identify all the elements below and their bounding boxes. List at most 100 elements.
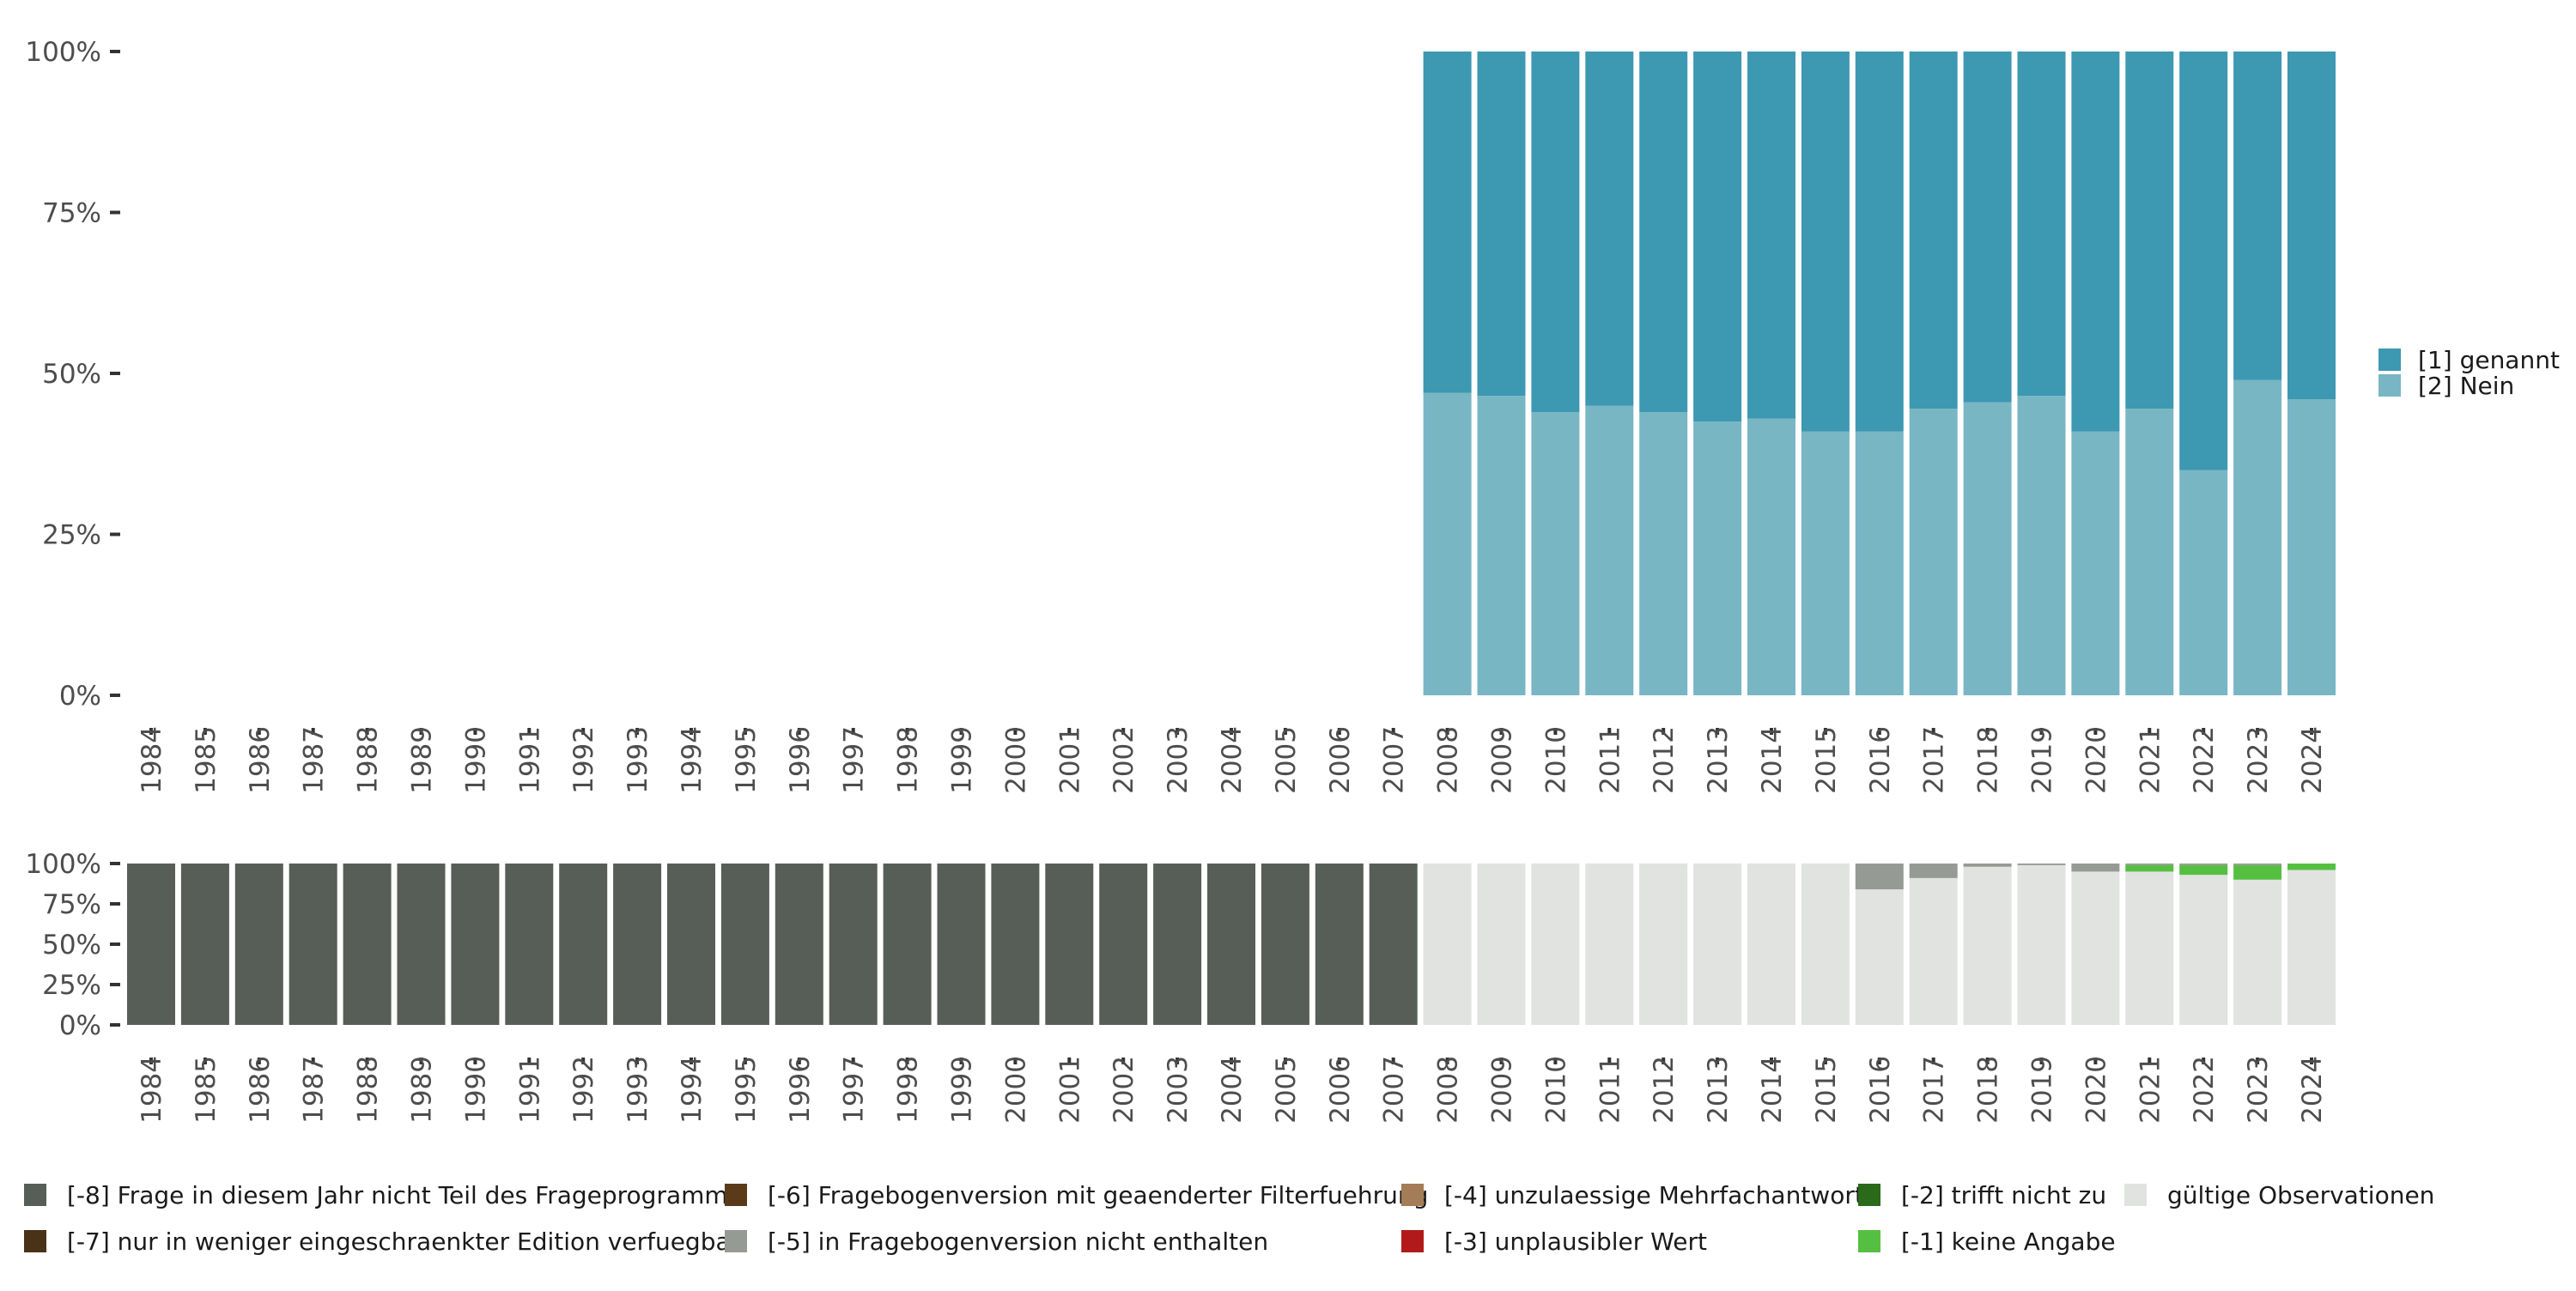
x-tick-label: 2005 [1271, 726, 1302, 794]
x-tick-label: 1988 [353, 1056, 384, 1124]
bar-segment [1153, 864, 1202, 1025]
x-tick-label: 2001 [1054, 726, 1085, 794]
legend-label: [-1] keine Angabe [1901, 1227, 2116, 1256]
bar-segment [1747, 864, 1795, 1025]
y-tick-label: 75% [42, 889, 101, 920]
legend-label: [2] Nein [2418, 372, 2514, 400]
y-tick-label: 0% [59, 681, 101, 712]
x-tick-label: 2021 [2135, 726, 2166, 794]
bar-segment [2017, 864, 2066, 865]
bar-segment [2287, 52, 2336, 399]
bar-segment [289, 864, 337, 1025]
legend-label: [1] genannt [2418, 346, 2560, 374]
bar-segment [451, 864, 500, 1025]
x-tick-label: 2013 [1703, 1056, 1734, 1124]
x-tick-label: 1998 [893, 726, 924, 794]
bar-segment [2071, 871, 2120, 1025]
x-tick-label: 2012 [1649, 1056, 1680, 1124]
bar-segment [1531, 412, 1580, 695]
bar-segment [2125, 864, 2174, 872]
x-tick-label: 1999 [947, 726, 978, 794]
bar-segment [2179, 864, 2228, 865]
x-tick-label: 2023 [2243, 726, 2274, 794]
x-tick-label: 2004 [1217, 726, 1248, 794]
x-tick-label: 2007 [1379, 1056, 1410, 1124]
bar-segment [2125, 864, 2174, 865]
x-tick-label: 1995 [731, 1056, 762, 1124]
x-tick-label: 1984 [137, 1056, 167, 1124]
bar-segment [397, 864, 446, 1025]
x-tick-label: 2024 [2297, 726, 2328, 794]
x-tick-label: 2011 [1595, 726, 1625, 794]
bar-segment [1477, 396, 1526, 695]
legend-label: [-2] trifft nicht zu [1901, 1181, 2106, 1209]
legend-label: [-6] Fragebogenversion mit geaenderter F… [768, 1181, 1428, 1209]
bar-segment [234, 864, 283, 1025]
x-tick-label: 1986 [245, 726, 276, 794]
y-tick-label: 0% [59, 1010, 101, 1041]
x-tick-label: 1986 [245, 1056, 276, 1124]
legend-swatch [1401, 1230, 1424, 1252]
x-tick-label: 2009 [1487, 1056, 1518, 1124]
bar-segment [829, 864, 878, 1025]
legend-swatch [1401, 1184, 1424, 1206]
x-tick-label: 2015 [1811, 1056, 1842, 1124]
legend-label: [-8] Frage in diesem Jahr nicht Teil des… [67, 1181, 740, 1209]
x-tick-label: 1994 [677, 1056, 708, 1124]
legend-swatch [725, 1230, 747, 1252]
bar-segment [2125, 52, 2174, 409]
x-tick-label: 2010 [1540, 1056, 1571, 1124]
x-tick-label: 2008 [1433, 726, 1464, 794]
legend-swatch [2124, 1184, 2147, 1206]
x-tick-label: 2014 [1757, 726, 1788, 794]
bar-segment [2233, 864, 2282, 880]
x-tick-label: 1993 [623, 1056, 653, 1124]
bar-segment [2287, 399, 2336, 695]
legend-swatch [24, 1230, 46, 1252]
x-tick-label: 2009 [1487, 726, 1518, 794]
bar-segment [180, 864, 229, 1025]
x-tick-label: 2008 [1433, 1056, 1464, 1124]
bar-segment [2233, 864, 2282, 865]
bar-segment [1531, 52, 1580, 412]
x-tick-label: 1989 [407, 726, 438, 794]
bar-segment [1639, 412, 1688, 695]
x-tick-label: 2018 [1973, 726, 2004, 794]
bar-segment [883, 864, 932, 1025]
x-tick-label: 2019 [2027, 726, 2058, 794]
bar-segment [991, 864, 1040, 1025]
legend-swatch [24, 1184, 46, 1206]
bar-segment [2233, 879, 2282, 1025]
bar-segment [1369, 864, 1418, 1025]
bar-segment [1531, 864, 1580, 1025]
bar-segment [1423, 392, 1472, 695]
bar-segment [1693, 421, 1742, 695]
bar-segment [1315, 864, 1364, 1025]
bar-segment [2179, 864, 2228, 876]
y-tick-label: 75% [42, 198, 101, 229]
bar-segment [1207, 864, 1255, 1025]
bar-segment [1585, 405, 1634, 695]
bar-segment [1801, 52, 1850, 432]
bar-segment [1477, 52, 1526, 397]
bar-segment [1693, 864, 1742, 1025]
x-tick-label: 2016 [1865, 726, 1896, 794]
x-tick-label: 1994 [677, 726, 708, 794]
x-tick-label: 1996 [785, 1056, 816, 1124]
x-tick-label: 2006 [1325, 1056, 1356, 1124]
x-tick-label: 2022 [2189, 1056, 2220, 1124]
bar-segment [1045, 864, 1094, 1025]
y-tick-label: 100% [25, 849, 101, 880]
bar-segment [1423, 864, 1472, 1025]
x-tick-label: 1985 [191, 726, 222, 794]
x-tick-label: 1987 [299, 726, 330, 794]
bar-segment [2017, 396, 2066, 695]
bar-segment [775, 864, 823, 1025]
bar-segment [2017, 864, 2066, 1025]
bar-segment [1855, 889, 1904, 1025]
x-tick-label: 1991 [514, 726, 545, 794]
x-tick-label: 2020 [2081, 726, 2111, 794]
bar-segment [1477, 864, 1526, 1025]
bar-segment [1585, 52, 1634, 406]
